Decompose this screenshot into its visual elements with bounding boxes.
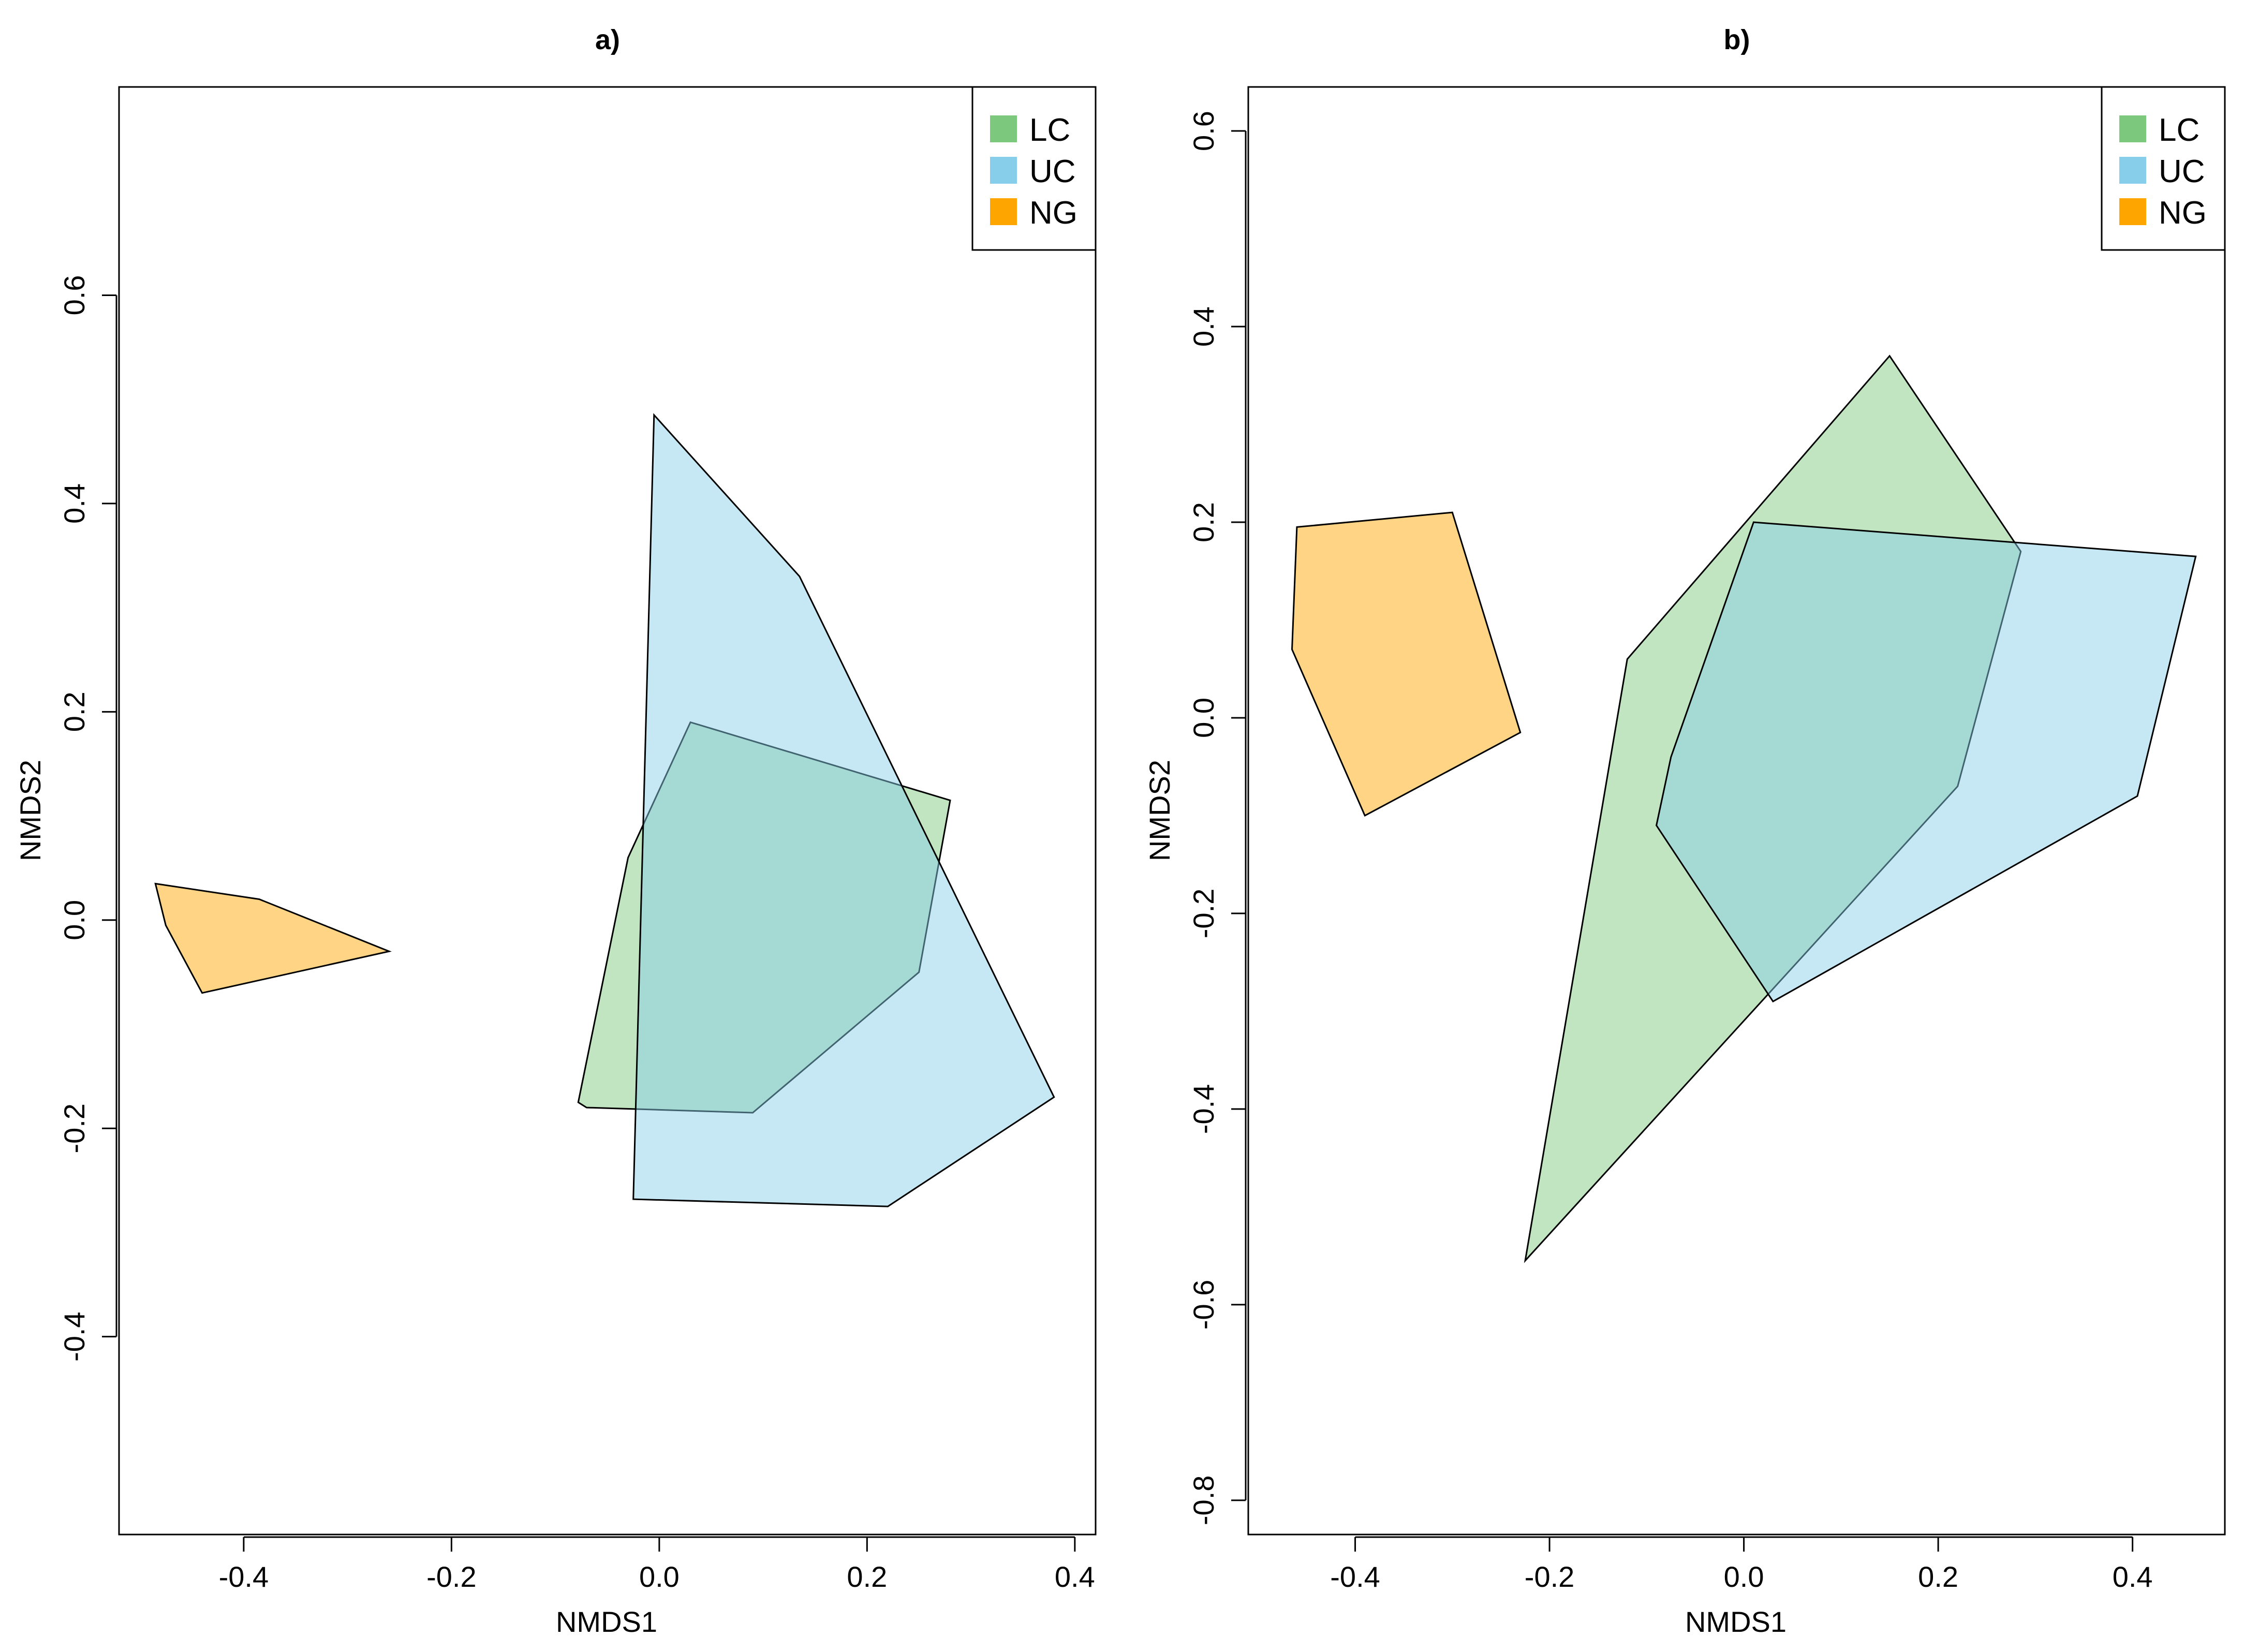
x-tick-label: -0.2 xyxy=(1525,1560,1575,1593)
y-tick-label: 0.0 xyxy=(58,900,91,940)
panel-a-polygons xyxy=(154,413,1055,1207)
y-tick-label: -0.2 xyxy=(1187,889,1220,939)
y-tick-label: 0.2 xyxy=(1187,502,1220,542)
panel-a-y-axis-label: NMDS2 xyxy=(14,760,47,861)
y-tick-label: -0.8 xyxy=(1187,1476,1220,1526)
hull-polygon-lc xyxy=(577,721,951,1114)
legend-label-ng: NG xyxy=(2159,195,2207,231)
panel-b-y-axis: -0.8 -0.6 -0.4 -0.2 0.0 0.2 0.4 0.6 xyxy=(1187,111,1247,1526)
panel-b-x-axis: -0.4 -0.2 0.0 0.2 0.4 xyxy=(1330,1536,2153,1593)
panel-b-title: b) xyxy=(1724,24,1750,55)
panel-a-y-axis: -0.4 -0.2 0.0 0.2 0.4 0.6 xyxy=(58,275,117,1362)
x-tick-label: 0.4 xyxy=(2113,1560,2153,1593)
x-tick-label: -0.4 xyxy=(219,1560,269,1593)
legend-swatch-ng xyxy=(990,198,1017,225)
x-tick-label: 0.0 xyxy=(1724,1560,1764,1593)
x-tick-label: 0.2 xyxy=(1918,1560,1958,1593)
y-tick-label: -0.6 xyxy=(1187,1280,1220,1330)
x-tick-label: 0.4 xyxy=(1055,1560,1095,1593)
x-tick-label: -0.4 xyxy=(1330,1560,1380,1593)
panel-b-x-axis-label: NMDS1 xyxy=(1685,1605,1787,1638)
y-tick-label: -0.4 xyxy=(58,1311,91,1362)
panel-a-x-axis-label: NMDS1 xyxy=(556,1605,657,1638)
legend-label-uc: UC xyxy=(2159,154,2205,189)
panel-b-legend: LC UC NG xyxy=(2101,86,2226,251)
panel-b: b) -0.4 -0.2 0.0 0.2 0.4 -0.8 -0.6 -0.4 -0.2 0.0… xyxy=(1143,24,2226,1638)
legend-label-ng: NG xyxy=(1029,195,1077,231)
legend-swatch-lc xyxy=(2119,115,2146,142)
panel-a-x-axis: -0.4 -0.2 0.0 0.2 0.4 xyxy=(219,1536,1095,1593)
y-tick-label: -0.4 xyxy=(1187,1084,1220,1134)
hull-polygon-uc xyxy=(632,413,1055,1207)
panel-a-legend: LC UC NG xyxy=(971,86,1097,251)
y-tick-label: 0.0 xyxy=(1187,698,1220,738)
y-tick-label: -0.2 xyxy=(58,1103,91,1154)
legend-label-lc: LC xyxy=(1029,112,1070,148)
y-tick-label: 0.2 xyxy=(58,691,91,732)
hull-polygon-lc xyxy=(1524,355,2022,1263)
hull-polygon-uc xyxy=(1656,521,2197,1002)
x-tick-label: 0.0 xyxy=(639,1560,680,1593)
panel-a-title: a) xyxy=(595,24,620,55)
y-tick-label: 0.4 xyxy=(58,483,91,524)
legend-label-lc: LC xyxy=(2159,112,2199,148)
x-tick-label: -0.2 xyxy=(426,1560,477,1593)
hull-polygon-ng xyxy=(154,882,392,994)
hull-polygon-ng xyxy=(1291,511,1522,817)
x-tick-label: 0.2 xyxy=(847,1560,887,1593)
panel-b-plot-frame xyxy=(1247,86,2226,1536)
legend-swatch-lc xyxy=(990,115,1017,142)
y-tick-label: 0.4 xyxy=(1187,306,1220,347)
panel-a-plot-frame xyxy=(118,86,1097,1536)
y-tick-label: 0.6 xyxy=(1187,111,1220,151)
panel-b-polygons xyxy=(1291,355,2197,1263)
panel-a: a) -0.4 -0.2 0.0 0.2 0.4 -0.4 -0.2 0.0 0.2 0.4 0.… xyxy=(14,24,1097,1638)
legend-swatch-ng xyxy=(2119,198,2146,225)
legend-swatch-uc xyxy=(2119,157,2146,184)
panel-b-y-axis-label: NMDS2 xyxy=(1143,760,1176,861)
legend-label-uc: UC xyxy=(1029,154,1076,189)
legend-swatch-uc xyxy=(990,157,1017,184)
y-tick-label: 0.6 xyxy=(58,275,91,316)
